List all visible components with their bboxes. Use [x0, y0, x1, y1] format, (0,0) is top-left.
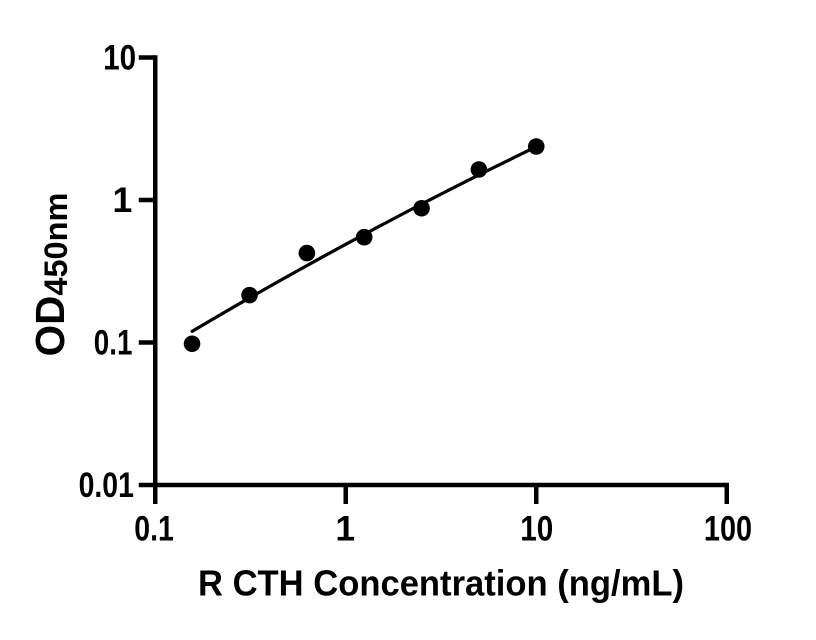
- x-tick-label: 1: [335, 509, 355, 549]
- x-tick-label: 0.1: [134, 509, 174, 549]
- data-point: [355, 228, 373, 246]
- data-point: [183, 335, 201, 353]
- x-axis-title: R CTH Concentration (ng/mL): [198, 563, 684, 604]
- data-point: [241, 286, 258, 304]
- data-point: [298, 244, 316, 262]
- y-tick-label: 10: [103, 38, 136, 78]
- data-point: [470, 161, 488, 178]
- y-tick-label: 1: [113, 180, 133, 220]
- x-tick-label: 10: [520, 509, 553, 549]
- y-tick-label: 0.01: [79, 465, 134, 505]
- y-tick-label: 0.1: [94, 323, 133, 363]
- x-tick-label: 100: [704, 509, 752, 549]
- data-point: [413, 199, 430, 217]
- data-point: [527, 138, 545, 155]
- y-axis-title: OD450nm: [27, 193, 74, 357]
